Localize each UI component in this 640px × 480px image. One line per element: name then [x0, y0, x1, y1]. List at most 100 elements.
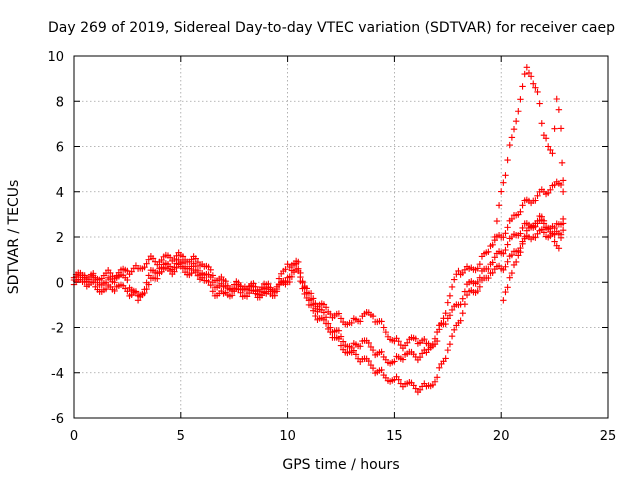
data-point-interp [463, 291, 471, 299]
data-point-interp [357, 318, 364, 325]
data-point [124, 267, 131, 275]
data-point [145, 272, 152, 279]
data-point-interp [228, 285, 236, 292]
data-point-interp [243, 286, 251, 293]
y-tick-label: -6 [51, 412, 64, 427]
data-point-interp [512, 117, 520, 125]
data-point [540, 229, 548, 236]
data-point-interp [141, 263, 148, 271]
data-point-interp [489, 259, 496, 266]
data-point [544, 224, 552, 232]
data-point-interp [194, 267, 202, 274]
x-tick-label: 0 [70, 429, 78, 444]
data-point-interp [421, 335, 428, 343]
data-point-interp [299, 285, 306, 292]
data-point [500, 179, 507, 186]
data-point [549, 150, 556, 157]
data-point [295, 267, 302, 275]
data-point [504, 156, 511, 164]
data-point-interp [500, 266, 507, 274]
data-point-interp [558, 159, 566, 167]
data-point [559, 188, 567, 195]
data-point [337, 315, 345, 322]
data-point [559, 177, 567, 184]
data-point [557, 125, 565, 132]
data-point-interp [521, 235, 528, 242]
x-tick-label: 10 [279, 429, 296, 444]
data-point [506, 274, 513, 281]
y-tick-label: -2 [51, 322, 64, 337]
data-point [544, 143, 552, 150]
data-point-interp [474, 265, 481, 272]
data-point-interp [179, 253, 187, 260]
data-point [455, 267, 462, 275]
data-point-interp [489, 269, 496, 277]
data-point-interp [258, 283, 266, 291]
data-point-interp [307, 301, 315, 309]
data-point-interp [382, 328, 390, 336]
data-point-interp [549, 230, 556, 238]
data-point-interp [498, 188, 505, 195]
data-point-interp [451, 326, 458, 333]
data-point-interp [474, 287, 481, 295]
data-point-interp [485, 274, 492, 282]
data-point [327, 310, 334, 318]
data-point-interp [459, 309, 466, 317]
data-point-interp [506, 141, 513, 149]
data-point-interp [442, 320, 449, 328]
data-point [508, 215, 516, 223]
data-point-interp [335, 310, 343, 317]
data-point [491, 233, 498, 241]
x-axis-label: GPS time / hours [282, 457, 399, 473]
data-point [412, 335, 419, 343]
data-point-interp [534, 88, 541, 96]
data-point-interp [352, 351, 360, 358]
data-point [134, 297, 142, 304]
data-point-interp [339, 338, 347, 345]
data-point-interp [322, 304, 330, 311]
data-point [380, 324, 387, 331]
data-point-interp [307, 296, 315, 303]
data-point [559, 227, 567, 234]
data-point-interp [502, 172, 509, 179]
y-tick-label: 6 [56, 141, 64, 156]
data-point [519, 224, 526, 232]
x-tick-label: 20 [493, 429, 510, 444]
data-point-interp [310, 307, 317, 314]
data-point-interp [286, 278, 293, 286]
data-point [512, 258, 520, 266]
data-point-interp [297, 277, 304, 285]
data-point-interp [207, 273, 214, 281]
data-point [476, 260, 484, 268]
data-point [124, 288, 131, 295]
data-point-interp [237, 282, 244, 290]
data-point [551, 238, 558, 245]
data-point-interp [534, 217, 541, 225]
data-point-interp [350, 347, 358, 354]
data-point-interp [320, 309, 328, 316]
y-tick-label: -4 [51, 367, 64, 382]
data-point-interp [171, 263, 178, 271]
data-point-interp [173, 260, 180, 267]
data-point-interp [485, 265, 492, 273]
data-point-interp [508, 269, 516, 277]
data-point [495, 202, 503, 209]
y-tick-label: 4 [56, 186, 64, 201]
data-point-interp [510, 125, 518, 133]
data-point [124, 276, 131, 284]
data-point-interp [378, 318, 385, 325]
data-point-interp [525, 69, 533, 77]
data-point-interp [395, 338, 402, 345]
data-point [166, 254, 174, 261]
data-point-interp [149, 255, 157, 262]
data-point-interp [474, 278, 481, 286]
data-point-interp [243, 293, 251, 300]
data-point-interp [502, 288, 509, 296]
data-point-interp [532, 234, 539, 241]
data-point-interp [365, 339, 372, 347]
y-tick-label: 0 [56, 276, 64, 291]
data-point-interp [365, 357, 372, 365]
data-point-interp [517, 249, 524, 256]
data-point-interp [515, 252, 522, 259]
data-point-interp [540, 217, 548, 224]
